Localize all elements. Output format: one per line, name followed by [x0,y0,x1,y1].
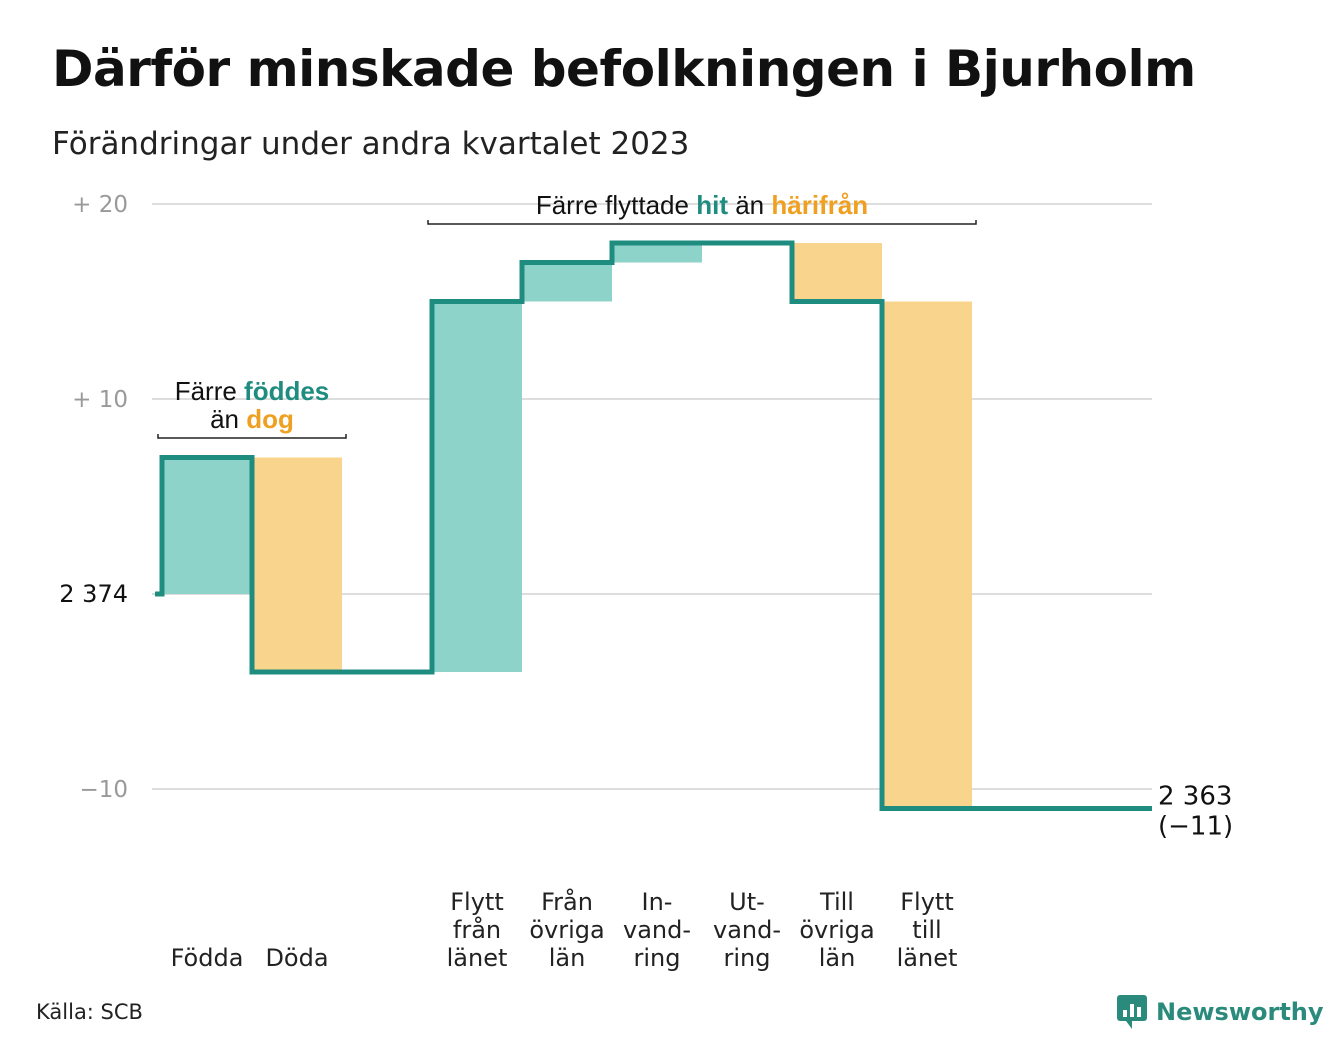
label-layer: + 20 + 10 −10 2 374 2 363(−11) Födda Döda Flytt… [59,192,1233,972]
annotation-segment-plain: än [728,190,771,220]
category-label: Döda [265,944,328,972]
source-note: Källa: SCB [36,1000,143,1024]
category-label: Ut- [729,888,765,916]
category-label: län [549,944,586,972]
bar-invandring [612,243,702,263]
brand-logo: Newsworthy [1116,994,1324,1030]
page-title: Därför minskade befolkningen i Bjurholm [52,40,1196,98]
end-value-label: 2 363 [1158,782,1232,812]
category-label: till [912,916,941,944]
category-label: vand- [623,916,691,944]
category-label: Flytt [900,888,954,916]
line-layer [155,240,1152,811]
annotation-segment-plain: än [210,404,246,434]
category-label: Från [541,887,593,916]
annotation-segment-teal: hit [696,190,728,220]
bar-till-övriga-län [792,243,882,302]
page-subtitle: Förändringar under andra kvartalet 2023 [52,126,690,162]
annotation-segment-orange: dog [246,404,294,434]
category-label: In- [642,888,673,916]
category-label: länet [447,944,508,972]
bar-layer [162,243,972,809]
category-label: länet [897,944,958,972]
category-label: övriga [799,916,874,944]
annotation-segment-teal: föddes [244,376,329,406]
category-label: övriga [529,916,604,944]
category-label: Till [819,888,854,916]
bar-flytt-till-länet [882,301,972,809]
bar-flytt-från-länet [432,301,522,672]
y-tick-label: + 20 [72,192,128,218]
category-label: län [819,944,856,972]
y-tick-label: −10 [79,777,128,803]
end-change-label: (−11) [1158,812,1233,842]
category-label: Födda [171,944,244,972]
newsworthy-logo-icon [1117,995,1147,1029]
annotation-segment-plain: Färre flyttade [536,190,696,220]
category-label: vand- [713,916,781,944]
y-tick-label: + 10 [72,387,128,413]
brand-name: Newsworthy [1156,998,1324,1026]
annotation-text: Färre föddes [175,376,330,406]
bar-från-övriga-län [522,262,612,302]
annotation-bracket [157,434,347,439]
category-label: ring [634,944,681,972]
annotation-segment-plain: Färre [175,376,244,406]
running-total-line [155,240,1152,811]
annotation-text: Färre flyttade hit än härifrån [536,190,868,220]
category-label: Flytt [450,888,504,916]
category-label: ring [724,944,771,972]
annotation-segment-orange: härifrån [771,190,868,220]
category-label: från [453,915,501,944]
annotation-text: än dog [210,404,294,434]
start-value-label: 2 374 [59,580,128,608]
bar-födda [162,457,252,594]
bar-döda [252,457,342,672]
annotation-bracket [427,220,977,225]
